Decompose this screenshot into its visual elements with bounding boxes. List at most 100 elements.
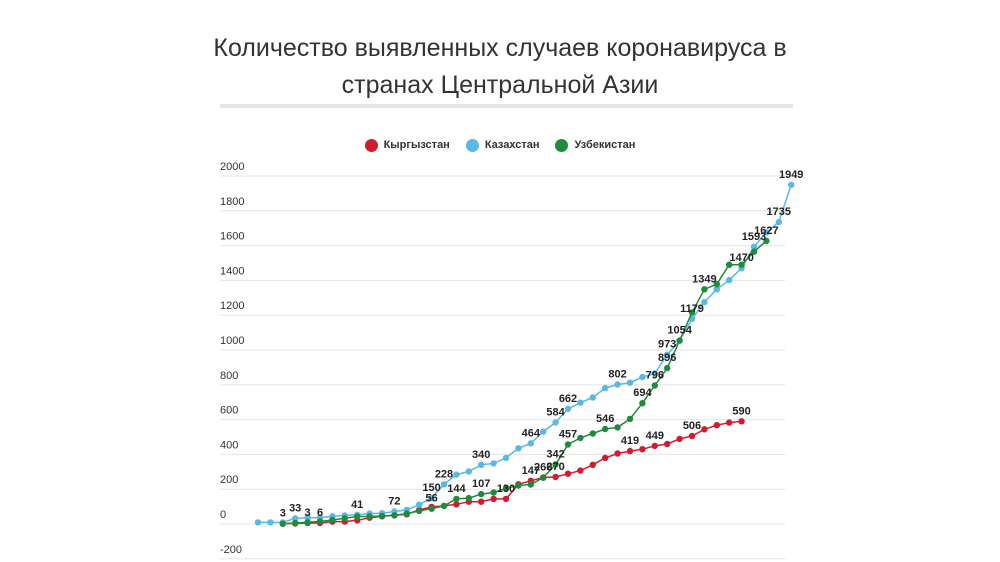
data-label-2-12: 1627 bbox=[754, 225, 778, 237]
data-point-0-31 bbox=[664, 440, 671, 448]
data-label-1-12: 1470 bbox=[729, 252, 753, 264]
legend-swatch-uzbekistan bbox=[555, 138, 569, 152]
data-point-2-23 bbox=[564, 441, 572, 448]
data-point-0-14 bbox=[453, 501, 460, 508]
data-label-0-4: 590 bbox=[732, 405, 750, 417]
data-point-0-30 bbox=[651, 442, 658, 450]
data-label-2-6: 546 bbox=[596, 413, 614, 425]
data-label-0-1: 419 bbox=[621, 435, 639, 447]
data-point-0-23 bbox=[564, 470, 572, 477]
chart-title-line-1: Количество выявленных случаев коронавиру… bbox=[213, 34, 787, 62]
data-point-2-36 bbox=[726, 261, 733, 268]
data-point-2-2 bbox=[304, 519, 311, 526]
data-label-2-2: 107 bbox=[472, 478, 490, 490]
data-point-2-1 bbox=[292, 519, 299, 527]
data-point-2-10 bbox=[403, 510, 410, 517]
legend-item-kyrgyzstan[interactable]: Кыргызстан bbox=[364, 136, 450, 154]
data-point-1-32 bbox=[651, 370, 658, 377]
data-point-2-9 bbox=[391, 512, 398, 519]
data-label-0-2: 449 bbox=[646, 430, 664, 442]
series-line-2 bbox=[282, 240, 767, 525]
data-point-2-30 bbox=[651, 382, 658, 389]
data-point-2-17 bbox=[490, 489, 497, 496]
data-point-1-29 bbox=[614, 381, 621, 388]
data-label-2-1: 144 bbox=[447, 483, 466, 495]
legend-swatch-kazakhstan bbox=[465, 138, 479, 152]
data-point-1-23 bbox=[540, 428, 547, 435]
data-point-2-39 bbox=[763, 237, 770, 245]
data-label-2-10: 1054 bbox=[667, 325, 692, 337]
y-tick-label-1: 0 bbox=[220, 509, 226, 521]
legend-swatch-kyrgyzstan bbox=[364, 138, 378, 152]
data-point-2-11 bbox=[416, 507, 423, 515]
data-point-0-25 bbox=[589, 461, 596, 468]
data-label-extra-1: 3 bbox=[305, 507, 311, 519]
data-point-2-37 bbox=[738, 261, 745, 268]
legend-label-kyrgyzstan: Кыргызстан bbox=[383, 139, 450, 151]
data-point-2-21 bbox=[540, 474, 547, 481]
data-point-2-12 bbox=[428, 505, 435, 512]
data-label-1-10: 973 bbox=[658, 339, 676, 351]
data-point-2-7 bbox=[366, 513, 373, 520]
data-point-2-31 bbox=[664, 364, 671, 372]
data-point-1-16 bbox=[453, 471, 460, 478]
data-point-2-24 bbox=[577, 434, 584, 442]
data-point-1-36 bbox=[701, 298, 708, 306]
data-label-2-4: 342 bbox=[546, 448, 564, 460]
data-point-2-16 bbox=[478, 490, 485, 498]
data-point-0-33 bbox=[688, 432, 696, 440]
data-label-1-0: 33 bbox=[289, 502, 301, 514]
data-point-1-24 bbox=[552, 419, 559, 426]
data-point-1-25 bbox=[564, 405, 572, 412]
data-point-1-27 bbox=[589, 394, 596, 401]
legend-item-kazakhstan[interactable]: Казахстан bbox=[465, 136, 539, 154]
data-label-2-9: 896 bbox=[658, 352, 676, 364]
data-point-1-18 bbox=[478, 461, 485, 468]
y-tick-label-3: 400 bbox=[220, 439, 238, 451]
data-point-1-42 bbox=[775, 218, 782, 226]
y-tick-label-4: 600 bbox=[220, 405, 238, 417]
data-point-1-13 bbox=[416, 501, 423, 508]
data-label-2-7: 694 bbox=[633, 387, 652, 399]
data-label-2-0: 56 bbox=[425, 493, 437, 505]
title-divider bbox=[220, 104, 793, 108]
data-point-2-35 bbox=[713, 281, 720, 288]
data-point-1-38 bbox=[726, 276, 733, 284]
data-point-2-20 bbox=[527, 481, 534, 488]
y-tick-label-10: 1800 bbox=[220, 196, 244, 208]
data-label-1-11: 1179 bbox=[680, 303, 704, 315]
data-point-0-28 bbox=[626, 447, 634, 455]
legend-item-uzbekistan[interactable]: Узбекистан bbox=[555, 136, 635, 154]
data-label-extra-2: 6 bbox=[317, 507, 323, 519]
data-point-2-3 bbox=[316, 518, 324, 525]
data-point-2-15 bbox=[465, 494, 472, 502]
data-label-extra-4: 147 bbox=[522, 465, 540, 477]
data-point-1-30 bbox=[626, 379, 634, 386]
data-point-2-28 bbox=[626, 415, 634, 423]
data-label-2-5: 457 bbox=[559, 428, 577, 440]
y-tick-label-2: 200 bbox=[220, 474, 238, 486]
data-point-1-43 bbox=[788, 181, 795, 189]
legend-label-uzbekistan: Узбекистан bbox=[574, 139, 636, 151]
y-tick-label-8: 1400 bbox=[220, 265, 244, 277]
data-point-1-41 bbox=[763, 229, 770, 236]
data-label-1-2: 72 bbox=[388, 495, 400, 507]
data-point-1-15 bbox=[440, 481, 448, 488]
data-point-1-4 bbox=[304, 514, 311, 521]
data-point-2-14 bbox=[453, 495, 460, 503]
data-point-0-24 bbox=[577, 467, 584, 474]
data-label-1-6: 464 bbox=[522, 427, 541, 439]
data-point-2-18 bbox=[502, 485, 510, 492]
data-point-0-27 bbox=[614, 450, 621, 457]
data-point-2-27 bbox=[614, 424, 621, 431]
data-label-1-14: 1735 bbox=[767, 206, 791, 218]
data-point-1-26 bbox=[577, 399, 584, 406]
series-lines bbox=[254, 181, 795, 527]
data-label-0-3: 506 bbox=[683, 420, 701, 432]
data-label-1-3: 150 bbox=[422, 482, 440, 494]
data-point-0-26 bbox=[602, 454, 609, 462]
data-point-1-14 bbox=[428, 494, 435, 502]
data-label-1-13: 1593 bbox=[742, 231, 766, 243]
data-label-1-4: 228 bbox=[435, 468, 453, 480]
